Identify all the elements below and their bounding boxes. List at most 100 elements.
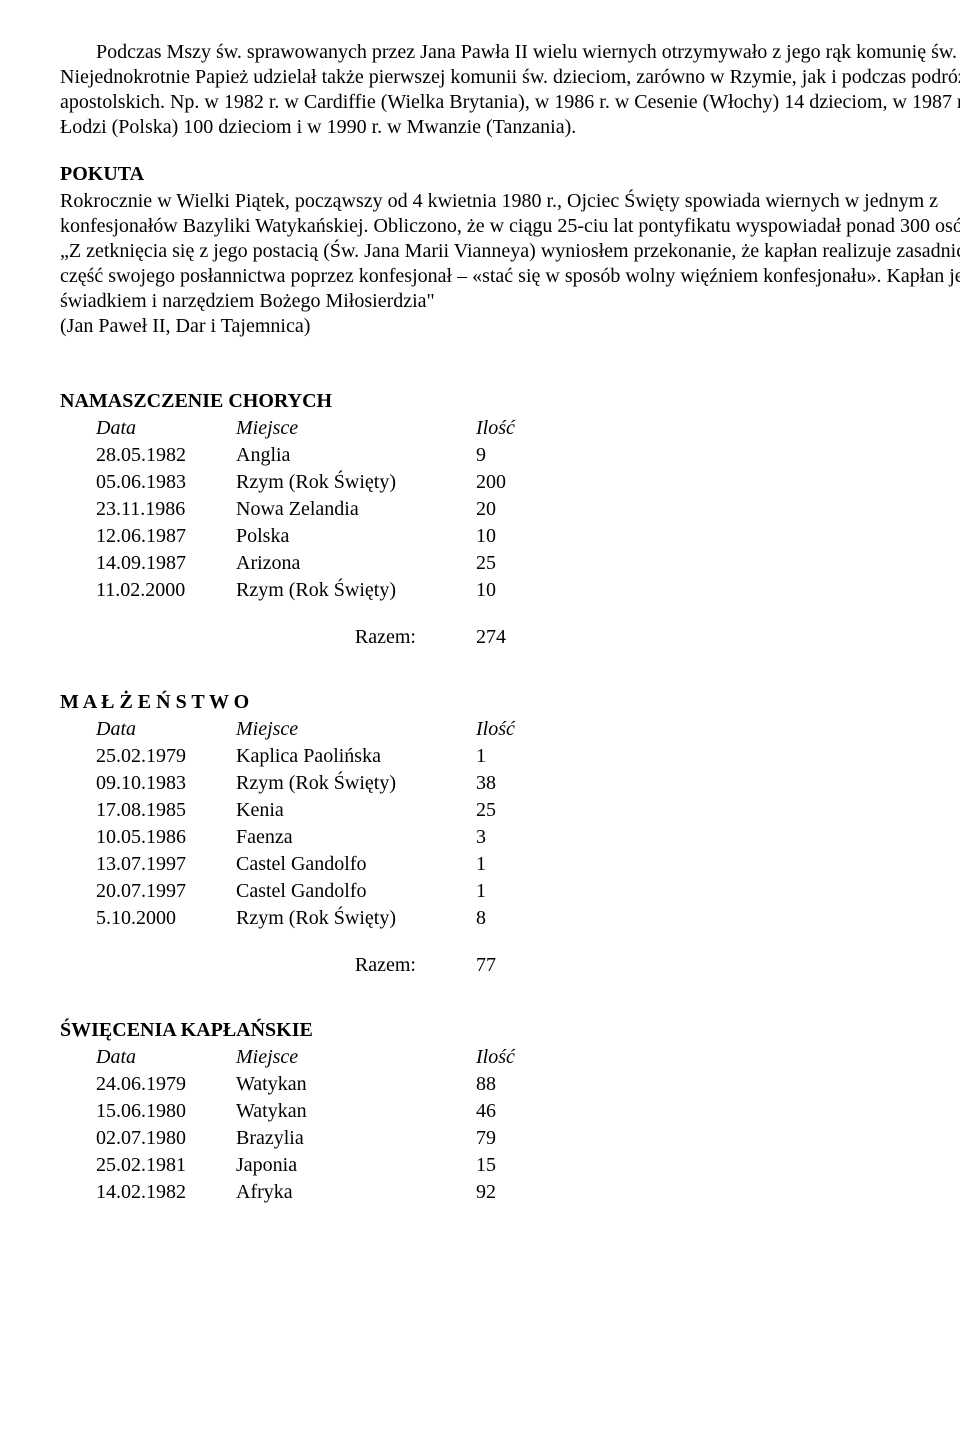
pokuta-quote: „Z zetknięcia się z jego postacią (Św. J… — [60, 239, 960, 314]
cell-count: 1 — [476, 879, 596, 906]
col-header-date: Data — [96, 717, 236, 744]
table-row: 15.06.1980Watykan46 — [96, 1099, 596, 1126]
col-header-date: Data — [96, 1045, 236, 1072]
table-row: 24.06.1979Watykan88 — [96, 1072, 596, 1099]
namaszczenie-table: Data Miejsce Ilość 28.05.1982Anglia905.0… — [96, 416, 596, 670]
malzenstwo-title: M A Ł Ż E Ń S T W O — [60, 690, 960, 715]
cell-count: 25 — [476, 551, 596, 578]
col-header-place: Miejsce — [236, 416, 476, 443]
total-value: 77 — [476, 933, 596, 998]
malzenstwo-table: Data Miejsce Ilość 25.02.1979Kaplica Pao… — [96, 717, 596, 998]
cell-count: 8 — [476, 906, 596, 933]
table-row: 13.07.1997Castel Gandolfo1 — [96, 852, 596, 879]
cell-place: Rzym (Rok Święty) — [236, 771, 476, 798]
table-row: 25.02.1981Japonia15 — [96, 1153, 596, 1180]
cell-place: Castel Gandolfo — [236, 879, 476, 906]
table-row: 20.07.1997Castel Gandolfo1 — [96, 879, 596, 906]
pokuta-citation: (Jan Paweł II, Dar i Tajemnica) — [60, 314, 960, 339]
pokuta-title: POKUTA — [60, 162, 960, 187]
cell-date: 24.06.1979 — [96, 1072, 236, 1099]
cell-count: 10 — [476, 524, 596, 551]
namaszczenie-section: NAMASZCZENIE CHORYCH Data Miejsce Ilość … — [60, 389, 960, 670]
cell-date: 11.02.2000 — [96, 578, 236, 605]
table-row: 23.11.1986Nowa Zelandia20 — [96, 497, 596, 524]
table-row: 14.09.1987Arizona25 — [96, 551, 596, 578]
col-header-count: Ilość — [476, 416, 596, 443]
cell-count: 3 — [476, 825, 596, 852]
table-header-row: Data Miejsce Ilość — [96, 416, 596, 443]
cell-place: Polska — [236, 524, 476, 551]
cell-count: 79 — [476, 1126, 596, 1153]
cell-place: Arizona — [236, 551, 476, 578]
col-header-count: Ilość — [476, 1045, 596, 1072]
cell-date: 12.06.1987 — [96, 524, 236, 551]
cell-date: 14.09.1987 — [96, 551, 236, 578]
cell-place: Rzym (Rok Święty) — [236, 470, 476, 497]
cell-count: 1 — [476, 852, 596, 879]
col-header-date: Data — [96, 416, 236, 443]
cell-place: Rzym (Rok Święty) — [236, 906, 476, 933]
table-row: 5.10.2000Rzym (Rok Święty)8 — [96, 906, 596, 933]
cell-date: 09.10.1983 — [96, 771, 236, 798]
cell-place: Rzym (Rok Święty) — [236, 578, 476, 605]
cell-place: Kenia — [236, 798, 476, 825]
swiecenia-section: ŚWIĘCENIA KAPŁAŃSKIE Data Miejsce Ilość … — [60, 1018, 960, 1207]
cell-date: 5.10.2000 — [96, 906, 236, 933]
cell-date: 25.02.1981 — [96, 1153, 236, 1180]
cell-count: 88 — [476, 1072, 596, 1099]
cell-place: Nowa Zelandia — [236, 497, 476, 524]
total-value: 274 — [476, 605, 596, 670]
cell-place: Faenza — [236, 825, 476, 852]
intro-paragraph: Podczas Mszy św. sprawowanych przez Jana… — [60, 40, 960, 140]
table-row: 10.05.1986Faenza3 — [96, 825, 596, 852]
table-header-row: Data Miejsce Ilość — [96, 717, 596, 744]
table-row: 28.05.1982Anglia9 — [96, 443, 596, 470]
swiecenia-title: ŚWIĘCENIA KAPŁAŃSKIE — [60, 1018, 960, 1043]
malzenstwo-section: M A Ł Ż E Ń S T W O Data Miejsce Ilość 2… — [60, 690, 960, 998]
cell-count: 25 — [476, 798, 596, 825]
cell-count: 38 — [476, 771, 596, 798]
cell-place: Brazylia — [236, 1126, 476, 1153]
col-header-count: Ilość — [476, 717, 596, 744]
pokuta-body: Rokrocznie w Wielki Piątek, począwszy od… — [60, 189, 960, 239]
col-header-place: Miejsce — [236, 717, 476, 744]
swiecenia-table: Data Miejsce Ilość 24.06.1979Watykan8815… — [96, 1045, 596, 1207]
total-label: Razem: — [236, 933, 476, 998]
namaszczenie-title: NAMASZCZENIE CHORYCH — [60, 389, 960, 414]
cell-place: Watykan — [236, 1072, 476, 1099]
cell-count: 92 — [476, 1180, 596, 1207]
cell-place: Castel Gandolfo — [236, 852, 476, 879]
cell-date: 20.07.1997 — [96, 879, 236, 906]
cell-date: 15.06.1980 — [96, 1099, 236, 1126]
cell-date: 14.02.1982 — [96, 1180, 236, 1207]
cell-count: 46 — [476, 1099, 596, 1126]
cell-date: 10.05.1986 — [96, 825, 236, 852]
total-row: Razem: 77 — [96, 933, 596, 998]
table-header-row: Data Miejsce Ilość — [96, 1045, 596, 1072]
cell-date: 17.08.1985 — [96, 798, 236, 825]
cell-date: 05.06.1983 — [96, 470, 236, 497]
cell-place: Afryka — [236, 1180, 476, 1207]
table-row: 02.07.1980Brazylia79 — [96, 1126, 596, 1153]
col-header-place: Miejsce — [236, 1045, 476, 1072]
cell-count: 10 — [476, 578, 596, 605]
cell-place: Anglia — [236, 443, 476, 470]
table-row: 12.06.1987Polska10 — [96, 524, 596, 551]
table-row: 11.02.2000Rzym (Rok Święty)10 — [96, 578, 596, 605]
cell-place: Kaplica Paolińska — [236, 744, 476, 771]
cell-date: 02.07.1980 — [96, 1126, 236, 1153]
cell-count: 1 — [476, 744, 596, 771]
cell-count: 15 — [476, 1153, 596, 1180]
table-row: 14.02.1982Afryka92 — [96, 1180, 596, 1207]
cell-date: 28.05.1982 — [96, 443, 236, 470]
table-row: 09.10.1983Rzym (Rok Święty)38 — [96, 771, 596, 798]
total-label: Razem: — [236, 605, 476, 670]
cell-count: 20 — [476, 497, 596, 524]
cell-count: 9 — [476, 443, 596, 470]
total-row: Razem: 274 — [96, 605, 596, 670]
table-row: 05.06.1983Rzym (Rok Święty)200 — [96, 470, 596, 497]
table-row: 25.02.1979Kaplica Paolińska1 — [96, 744, 596, 771]
cell-count: 200 — [476, 470, 596, 497]
cell-date: 13.07.1997 — [96, 852, 236, 879]
cell-place: Watykan — [236, 1099, 476, 1126]
